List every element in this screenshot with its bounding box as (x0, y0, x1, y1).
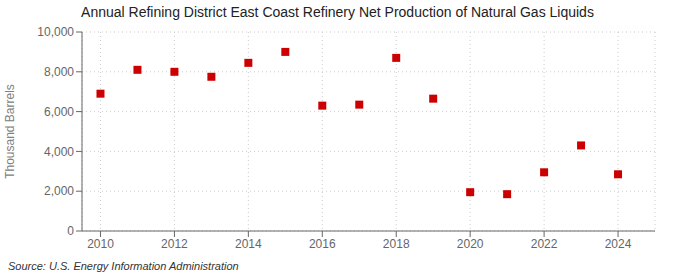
svg-text:2,000: 2,000 (44, 184, 74, 198)
svg-text:2022: 2022 (531, 237, 558, 251)
svg-text:2012: 2012 (161, 237, 188, 251)
svg-text:4,000: 4,000 (44, 145, 74, 159)
svg-text:0: 0 (67, 224, 74, 238)
svg-text:8,000: 8,000 (44, 65, 74, 79)
svg-text:2014: 2014 (235, 237, 262, 251)
html-text:Annual Refining District East: Annual Refining District East Coast Refi… (81, 4, 594, 20)
svg-text:2020: 2020 (457, 237, 484, 251)
svg-text:Thousand Barrels: Thousand Barrels (8, 84, 17, 179)
svg-text:6,000: 6,000 (44, 105, 74, 119)
html-text:Source: U.S. Energy Informatio: Source: U.S. Energy Information Administ… (8, 260, 239, 272)
svg-text:10,000: 10,000 (37, 25, 74, 39)
svg-text:2010: 2010 (87, 237, 114, 251)
svg-text:2024: 2024 (605, 237, 632, 251)
svg-text:2016: 2016 (309, 237, 336, 251)
svg-text:2018: 2018 (383, 237, 410, 251)
